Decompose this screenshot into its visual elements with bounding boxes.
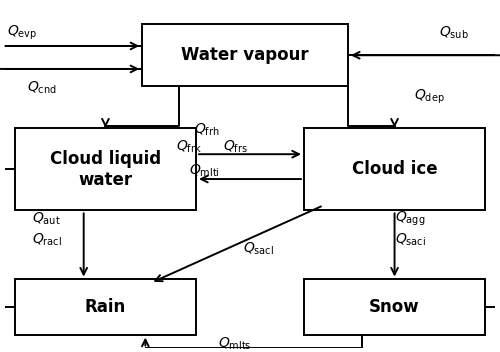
Text: $Q_{\rm{sacl}}$: $Q_{\rm{sacl}}$ [242,240,274,257]
Text: $Q_{\rm{frh}}$: $Q_{\rm{frh}}$ [194,121,220,138]
Text: $Q_{\rm{agg}}$: $Q_{\rm{agg}}$ [394,210,425,228]
Text: Snow: Snow [369,298,420,316]
Text: $Q_{\rm{aut}}$: $Q_{\rm{aut}}$ [32,211,60,227]
Bar [15,128,196,210]
Text: Cloud liquid
water: Cloud liquid water [50,150,161,189]
Text: Rain: Rain [85,298,126,316]
Text: $Q_{\rm{frk}}$: $Q_{\rm{frk}}$ [176,138,203,155]
Bar [15,279,196,335]
Text: $Q_{\rm{racl}}$: $Q_{\rm{racl}}$ [32,232,62,248]
Text: $Q_{\rm{evp}}$: $Q_{\rm{evp}}$ [8,24,38,42]
Text: $Q_{\rm{mlts}}$: $Q_{\rm{mlts}}$ [218,335,252,352]
Bar [304,128,485,210]
Text: $Q_{\rm{frs}}$: $Q_{\rm{frs}}$ [223,138,248,155]
Text: $Q_{\rm{mlti}}$: $Q_{\rm{mlti}}$ [189,163,220,179]
Bar [142,24,348,86]
Text: $Q_{\rm{dep}}$: $Q_{\rm{dep}}$ [414,88,445,106]
Text: $Q_{\rm{cnd}}$: $Q_{\rm{cnd}}$ [27,80,57,96]
Text: $Q_{\rm{saci}}$: $Q_{\rm{saci}}$ [394,232,426,248]
Text: Water vapour: Water vapour [182,46,309,64]
Bar [304,279,485,335]
Text: $Q_{\rm{sub}}$: $Q_{\rm{sub}}$ [438,25,468,41]
Text: Cloud ice: Cloud ice [352,160,438,178]
